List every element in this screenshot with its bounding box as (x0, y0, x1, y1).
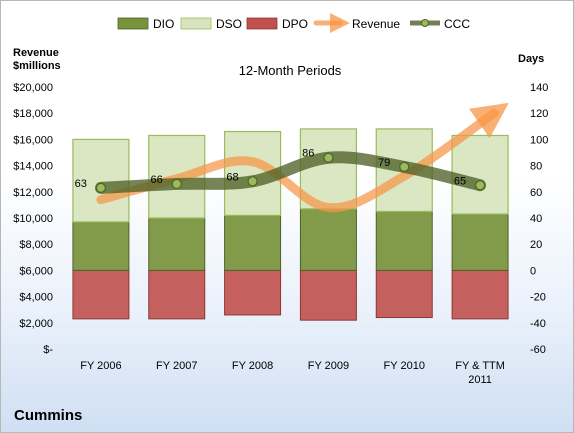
right-tick-label: 140 (530, 82, 548, 94)
x-tick-label: FY 2007 (156, 360, 197, 372)
legend-label-revenue: Revenue (352, 17, 400, 31)
ccc-point (323, 152, 334, 163)
ccc-data-label: 66 (151, 174, 163, 186)
ccc-data-label: 68 (226, 171, 238, 183)
left-axis-title-line1: Revenue (13, 47, 59, 59)
right-tick-label: 100 (530, 134, 548, 146)
bar-dio (224, 214, 282, 271)
x-tick-label: FY 2006 (80, 360, 121, 372)
left-axis-ticks: $- $2,000 $4,000 $6,000 $8,000 $10,000 $12,000… (13, 82, 53, 356)
right-tick-label: -40 (530, 318, 546, 330)
bars (72, 128, 509, 321)
legend-label-ccc: CCC (444, 17, 470, 31)
x-tick-label: FY 2010 (384, 360, 425, 372)
legend-swatch-dio (117, 17, 149, 30)
right-tick-label: -20 (530, 292, 546, 304)
legend-label-dso: DSO (216, 17, 242, 31)
bar-dio (148, 217, 206, 271)
right-tick-label: 80 (530, 161, 542, 173)
bar-dpo (451, 269, 509, 320)
company-name: Cummins (14, 407, 82, 424)
bar-dpo (375, 269, 433, 319)
right-axis-title: Days (518, 53, 544, 65)
left-tick-label: $8,000 (19, 239, 53, 251)
bar-dpo (299, 269, 357, 321)
bar-dpo (148, 269, 206, 320)
left-tick-label: $20,000 (13, 82, 53, 94)
ccc-point (171, 178, 182, 190)
ccc-data-label: 63 (75, 178, 87, 190)
left-tick-label: $16,000 (13, 134, 53, 146)
legend-label-dpo: DPO (282, 17, 308, 31)
x-tick-label: 2011 (468, 374, 492, 386)
x-tick-label: FY & TTM (455, 360, 505, 372)
legend-label-dio: DIO (153, 17, 174, 31)
left-tick-label: $- (43, 344, 53, 356)
ccc-data-label: 86 (302, 148, 314, 160)
legend: DIO DSO DPO Revenue CCC (117, 13, 470, 33)
left-tick-label: $6,000 (19, 265, 53, 277)
x-axis-labels: FY 2006 FY 2007 FY 2008 FY 2009 FY 2010 FY & … (80, 360, 505, 386)
left-tick-label: $18,000 (13, 108, 53, 120)
right-tick-label: 20 (530, 239, 542, 251)
bar-dio (375, 210, 433, 271)
left-tick-label: $12,000 (13, 187, 53, 199)
right-tick-label: 120 (530, 108, 548, 120)
left-tick-label: $2,000 (19, 318, 53, 330)
legend-swatch-dpo (246, 17, 278, 30)
left-axis-title-line2: $millions (13, 60, 61, 72)
x-tick-label: FY 2009 (308, 360, 349, 372)
bar-dio (72, 221, 130, 271)
ccc-series-line (94, 151, 487, 194)
bar-dio (451, 213, 509, 271)
ccc-line: 63 66 68 86 79 65 (75, 148, 487, 194)
ccc-data-label: 79 (378, 157, 390, 169)
left-tick-label: $4,000 (19, 292, 53, 304)
ccc-point (399, 161, 410, 173)
ccc-point (474, 180, 486, 191)
bar-dpo (224, 269, 282, 316)
bar-dpo (72, 269, 130, 320)
legend-swatch-dso (180, 17, 212, 30)
right-tick-label: 60 (530, 187, 542, 199)
x-tick-label: FY 2008 (232, 360, 273, 372)
right-tick-label: 40 (530, 213, 542, 225)
left-tick-label: $10,000 (13, 213, 53, 225)
legend-swatch-ccc-marker (421, 19, 429, 27)
left-tick-label: $14,000 (13, 161, 53, 173)
bar-dio (299, 208, 357, 271)
bar-dso (72, 138, 130, 223)
right-axis-ticks: -60 -40 -20 0 20 40 60 80 100 120 140 (530, 82, 548, 356)
ccc-data-label: 65 (454, 175, 466, 187)
ccc-point (247, 176, 258, 187)
right-tick-label: -60 (530, 344, 546, 356)
chart-title: 12-Month Periods (239, 63, 342, 78)
ccc-point (95, 182, 107, 193)
right-tick-label: 0 (530, 265, 536, 277)
